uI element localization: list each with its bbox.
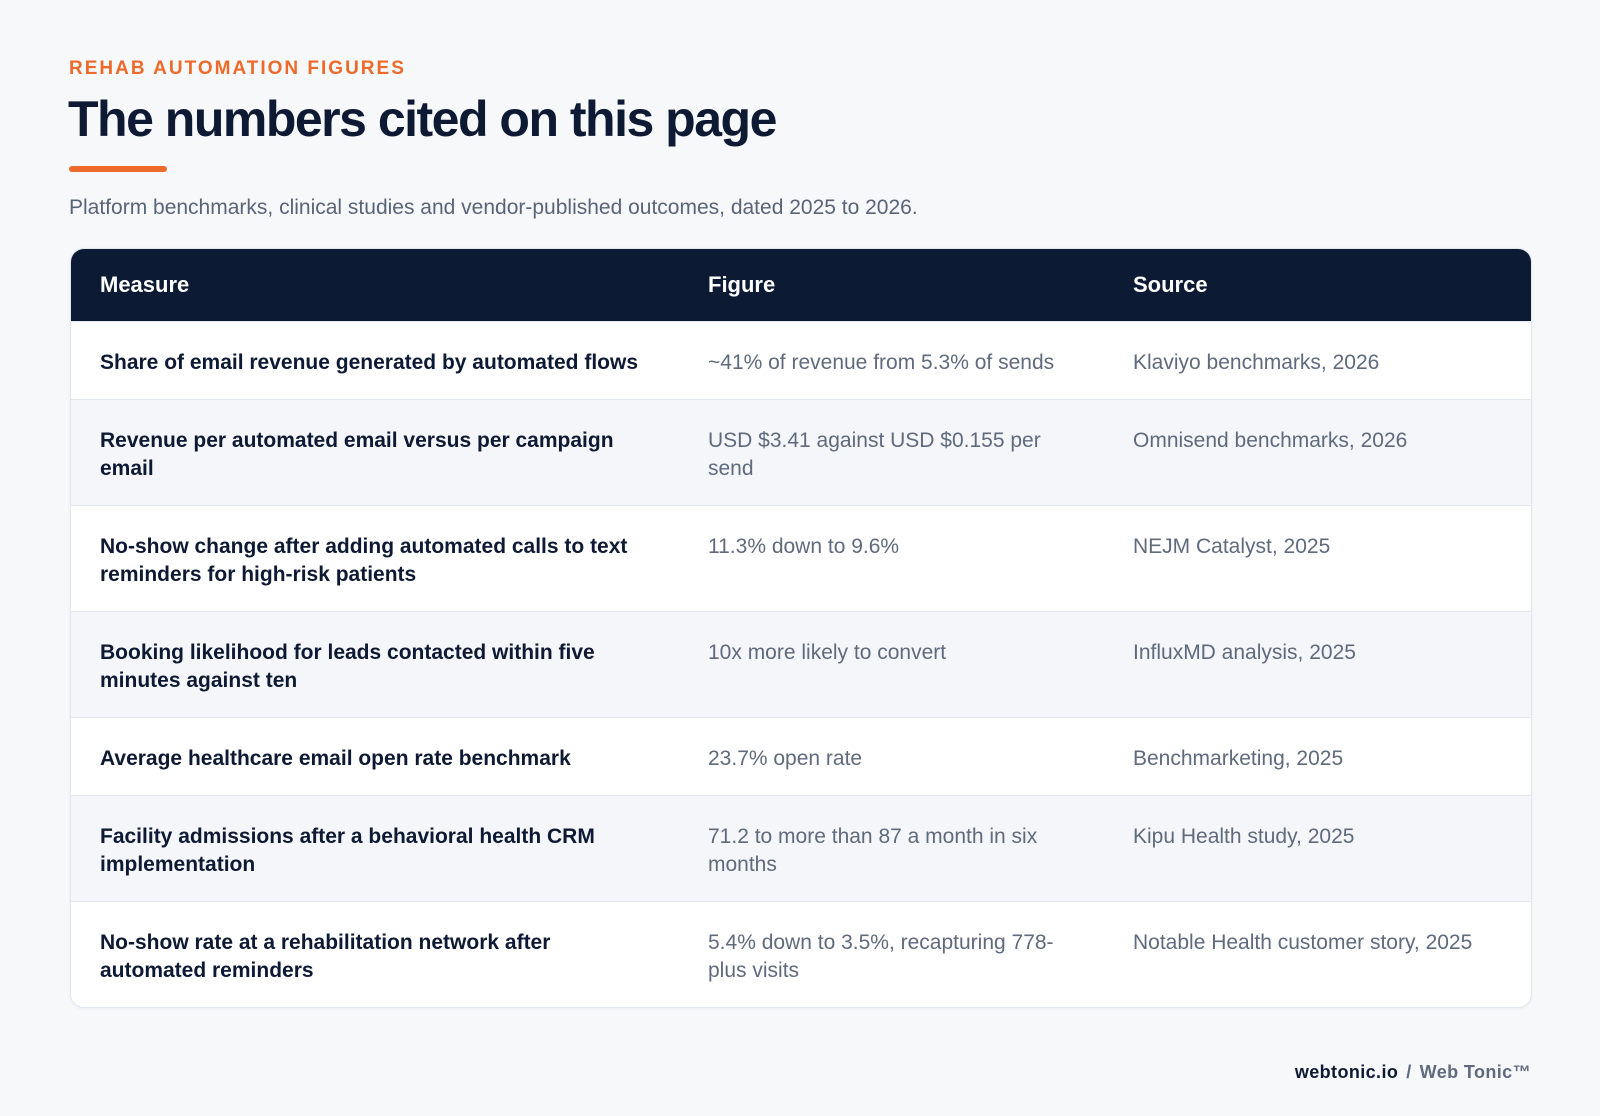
table-row: Share of email revenue generated by auto… [71,321,1531,400]
footer-site: webtonic.io [1294,1062,1399,1082]
measure-cell: No-show rate at a rehabilitation network… [100,931,551,982]
eyebrow-label: REHAB AUTOMATION FIGURES [69,58,406,79]
table-row: Revenue per automated email versus per c… [71,399,1531,506]
measure-cell: Facility admissions after a behavioral h… [100,825,595,876]
measure-cell: No-show change after adding automated ca… [100,535,628,586]
page-subtitle: Platform benchmarks, clinical studies an… [69,196,918,219]
title-accent-rule [69,166,167,172]
table-row: Facility admissions after a behavioral h… [71,795,1531,902]
page-title: The numbers cited on this page [68,91,777,147]
table-row: No-show rate at a rehabilitation network… [71,901,1531,1008]
source-cell: Benchmarketing, 2025 [1133,747,1344,770]
source-cell: Klaviyo benchmarks, 2026 [1133,351,1380,374]
measure-cell: Share of email revenue generated by auto… [100,351,638,374]
measure-cell: Revenue per automated email versus per c… [100,429,614,480]
source-cell: Kipu Health study, 2025 [1133,825,1355,848]
figure-cell: 23.7% open rate [708,747,863,770]
table-row: Booking likelihood for leads contacted w… [71,611,1531,718]
source-cell: Notable Health customer story, 2025 [1133,931,1473,954]
measure-cell: Average healthcare email open rate bench… [100,747,571,770]
footer-separator: / [1406,1062,1412,1082]
figures-table-card: Measure Figure Source Share of email rev… [70,248,1532,1008]
figure-cell: 11.3% down to 9.6% [708,535,900,558]
footer-brand: Web Tonic™ [1419,1062,1531,1082]
table-header-row: Measure Figure Source [71,249,1531,322]
column-header-measure: Measure [100,272,190,297]
figure-cell: 5.4% down to 3.5%, recapturing 778-plus … [708,931,1054,982]
source-cell: NEJM Catalyst, 2025 [1133,535,1331,558]
column-header-source: Source [1133,272,1208,297]
table-row: No-show change after adding automated ca… [71,505,1531,612]
footer-credit: webtonic.io / Web Tonic™ [1295,1062,1531,1083]
source-cell: InfluxMD analysis, 2025 [1133,641,1356,664]
figure-cell: ~41% of revenue from 5.3% of sends [708,351,1055,374]
source-cell: Omnisend benchmarks, 2026 [1133,429,1408,452]
figure-cell: 71.2 to more than 87 a month in six mont… [708,825,1038,876]
measure-cell: Booking likelihood for leads contacted w… [100,641,595,692]
figures-table: Measure Figure Source Share of email rev… [71,249,1531,1007]
column-header-figure: Figure [708,272,776,297]
figure-cell: USD $3.41 against USD $0.155 per send [708,429,1041,480]
figure-cell: 10x more likely to convert [708,641,947,664]
table-row: Average healthcare email open rate bench… [71,717,1531,796]
